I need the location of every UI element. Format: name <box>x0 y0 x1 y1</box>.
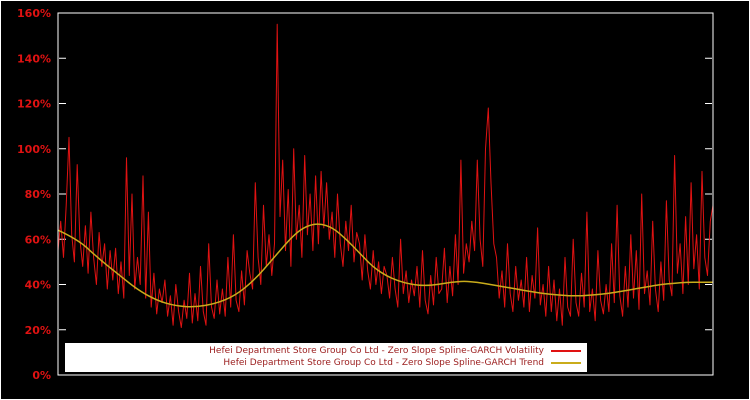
plot-border <box>57 12 714 376</box>
trend-series <box>57 223 713 308</box>
y-axis-label: 40% <box>25 279 51 292</box>
legend-line-sample-volatility <box>551 350 581 352</box>
y-axis-label: 60% <box>25 233 51 246</box>
y-axis-label: 100% <box>17 143 51 156</box>
y-axis-label: 80% <box>25 188 51 201</box>
legend-label-volatility: Hefei Department Store Group Co Ltd - Ze… <box>209 346 544 356</box>
y-axis-label: 140% <box>17 52 51 65</box>
legend: Hefei Department Store Group Co Ltd - Ze… <box>65 343 587 372</box>
y-axis-label: 20% <box>25 324 51 337</box>
legend-line-sample-trend <box>551 362 581 364</box>
volatility-series <box>57 23 714 328</box>
y-axis-label: 120% <box>17 98 51 111</box>
y-axis-label: 160% <box>17 7 51 20</box>
legend-label-trend: Hefei Department Store Group Co Ltd - Ze… <box>223 358 544 368</box>
legend-row-trend: Hefei Department Store Group Co Ltd - Ze… <box>71 357 581 369</box>
y-axis-label: 0% <box>32 369 51 382</box>
legend-row-volatility: Hefei Department Store Group Co Ltd - Ze… <box>71 345 581 357</box>
